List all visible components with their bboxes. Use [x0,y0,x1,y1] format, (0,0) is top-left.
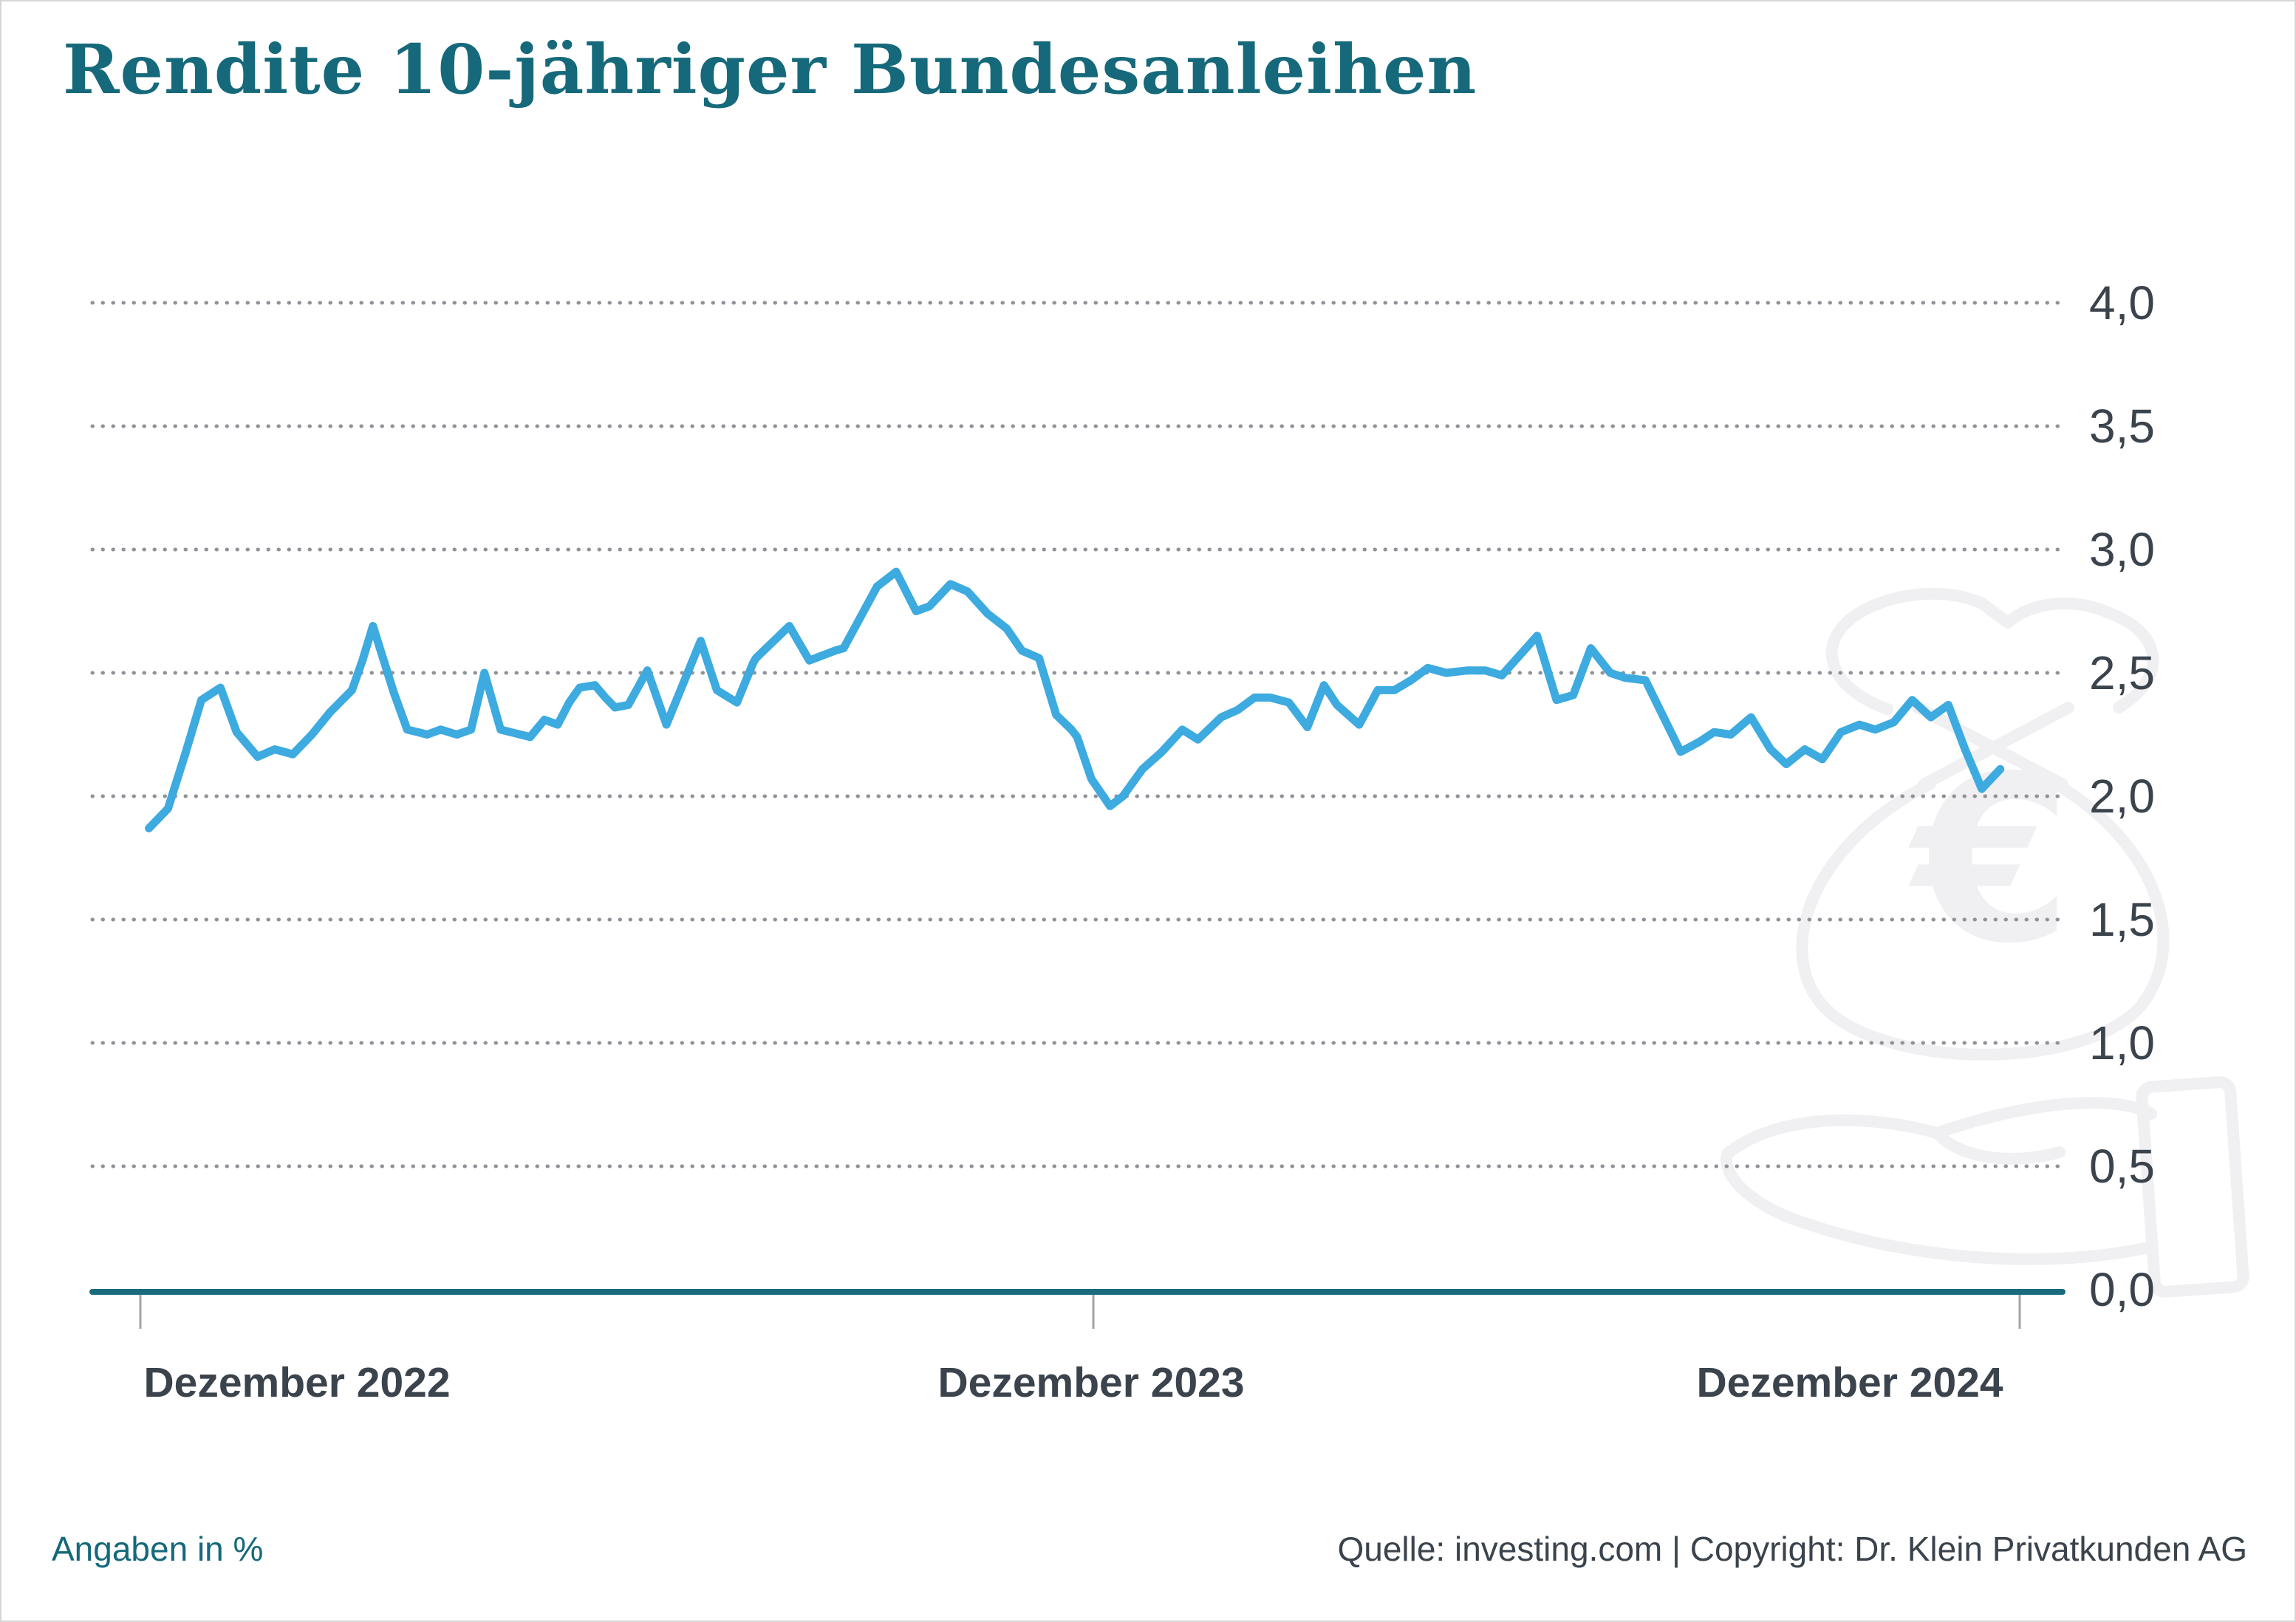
hand-thumb [1931,1127,2066,1165]
y-tick-label: 0,0 [2089,1263,2155,1316]
x-tick-label: Dezember 2023 [937,1359,1244,1406]
y-tick-label: 2,0 [2089,770,2155,823]
y-tick-label: 4,0 [2089,276,2155,329]
money-bag-euro-in-hand-icon: € [1721,587,2249,1298]
y-tick-label: 2,5 [2089,646,2155,699]
y-tick-label: 3,5 [2089,400,2155,453]
hand-cuff [2136,1076,2249,1298]
money-bag-top [1825,587,2159,715]
page-title: Rendite 10-jähriger Bundesanleihen [63,30,1477,109]
x-tick-label: Dezember 2022 [143,1359,450,1406]
y-tick-label: 1,5 [2089,893,2155,946]
money-bag-knot [1912,702,2074,790]
yield-series-line [145,567,2005,832]
euro-symbol: € [1905,728,2071,994]
y-tick-label: 3,0 [2089,523,2155,576]
x-tick-label: Dezember 2024 [1696,1359,2003,1406]
unit-note: Angaben in % [52,1530,264,1568]
source-copyright: Quelle: investing.com | Copyright: Dr. K… [1337,1530,2247,1568]
money-bag-body [1796,779,2170,1061]
hand-bottom-edge [1721,1148,2157,1265]
y-tick-label: 1,0 [2089,1016,2155,1070]
y-tick-label: 0,5 [2089,1140,2155,1193]
